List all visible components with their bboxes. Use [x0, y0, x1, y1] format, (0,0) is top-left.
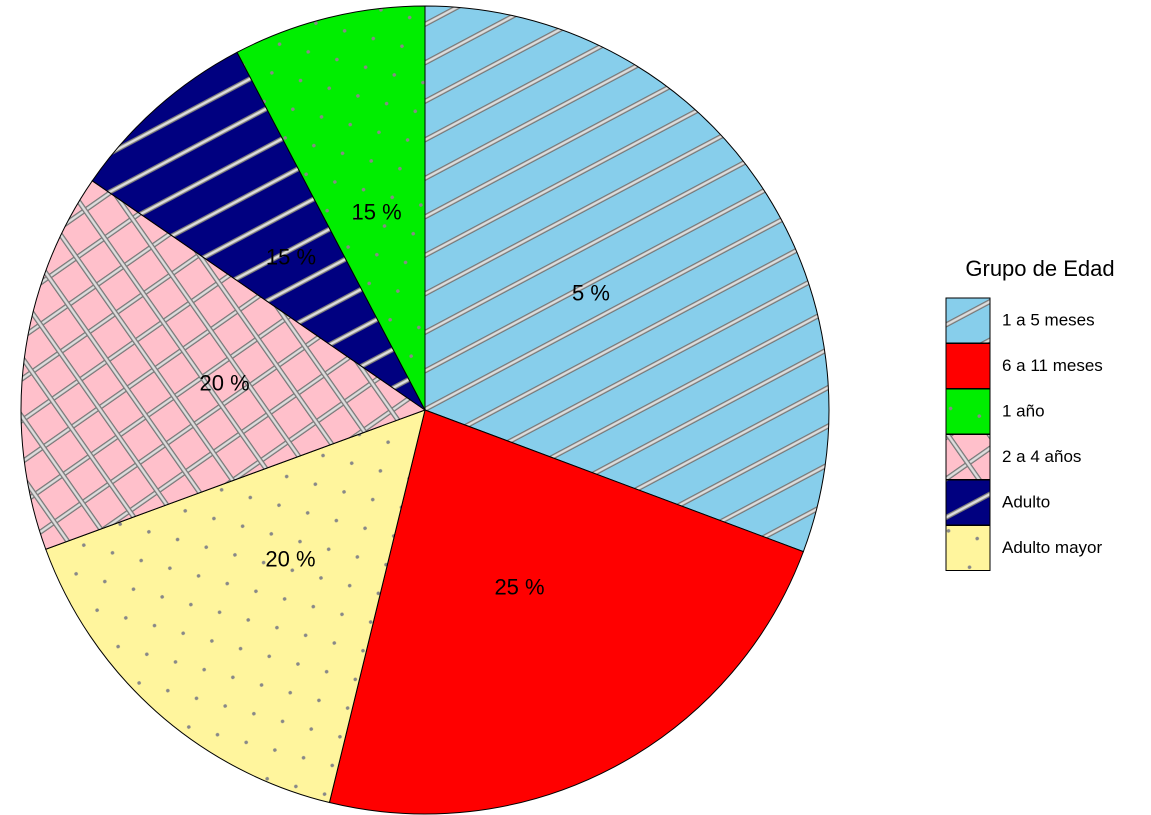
legend-text: 1 año	[1002, 401, 1045, 420]
slice-label: 15 %	[352, 200, 402, 225]
slice-border	[91, 51, 426, 411]
slice-pattern	[21, 180, 426, 550]
slice-pattern	[45, 410, 425, 803]
legend-swatch-pattern	[946, 434, 990, 480]
legend-swatch-pattern	[946, 298, 990, 343]
legend-text: Adulto	[1002, 492, 1050, 511]
slice-label: 20 %	[200, 370, 250, 395]
slice-border	[424, 5, 830, 553]
pie-slice	[329, 410, 804, 815]
slice-pattern	[425, 6, 830, 552]
slice-border	[45, 409, 426, 804]
slice-border	[20, 180, 427, 550]
legend-swatch-pattern	[946, 525, 990, 571]
slice-label: 5 %	[572, 281, 610, 306]
slice-label: 15 %	[266, 245, 316, 270]
legend-swatch-pattern	[946, 480, 990, 525]
legend-text: 2 a 4 años	[1002, 447, 1081, 466]
legend-text: 1 a 5 meses	[1002, 310, 1095, 329]
legend-swatch-border	[945, 525, 991, 571]
legend-swatch	[946, 343, 990, 389]
slice-label: 20 %	[265, 546, 315, 571]
slice-label: 25 %	[494, 574, 544, 599]
legend-title: Grupo de Edad	[965, 256, 1114, 281]
legend-text: Adulto mayor	[1002, 538, 1102, 557]
slice-border	[236, 5, 426, 411]
slice-pattern	[92, 52, 425, 411]
legend-swatch-pattern	[946, 389, 990, 434]
slice-pattern	[237, 6, 425, 410]
slice-border	[328, 409, 805, 815]
legend-text: 6 a 11 meses	[1002, 356, 1103, 375]
